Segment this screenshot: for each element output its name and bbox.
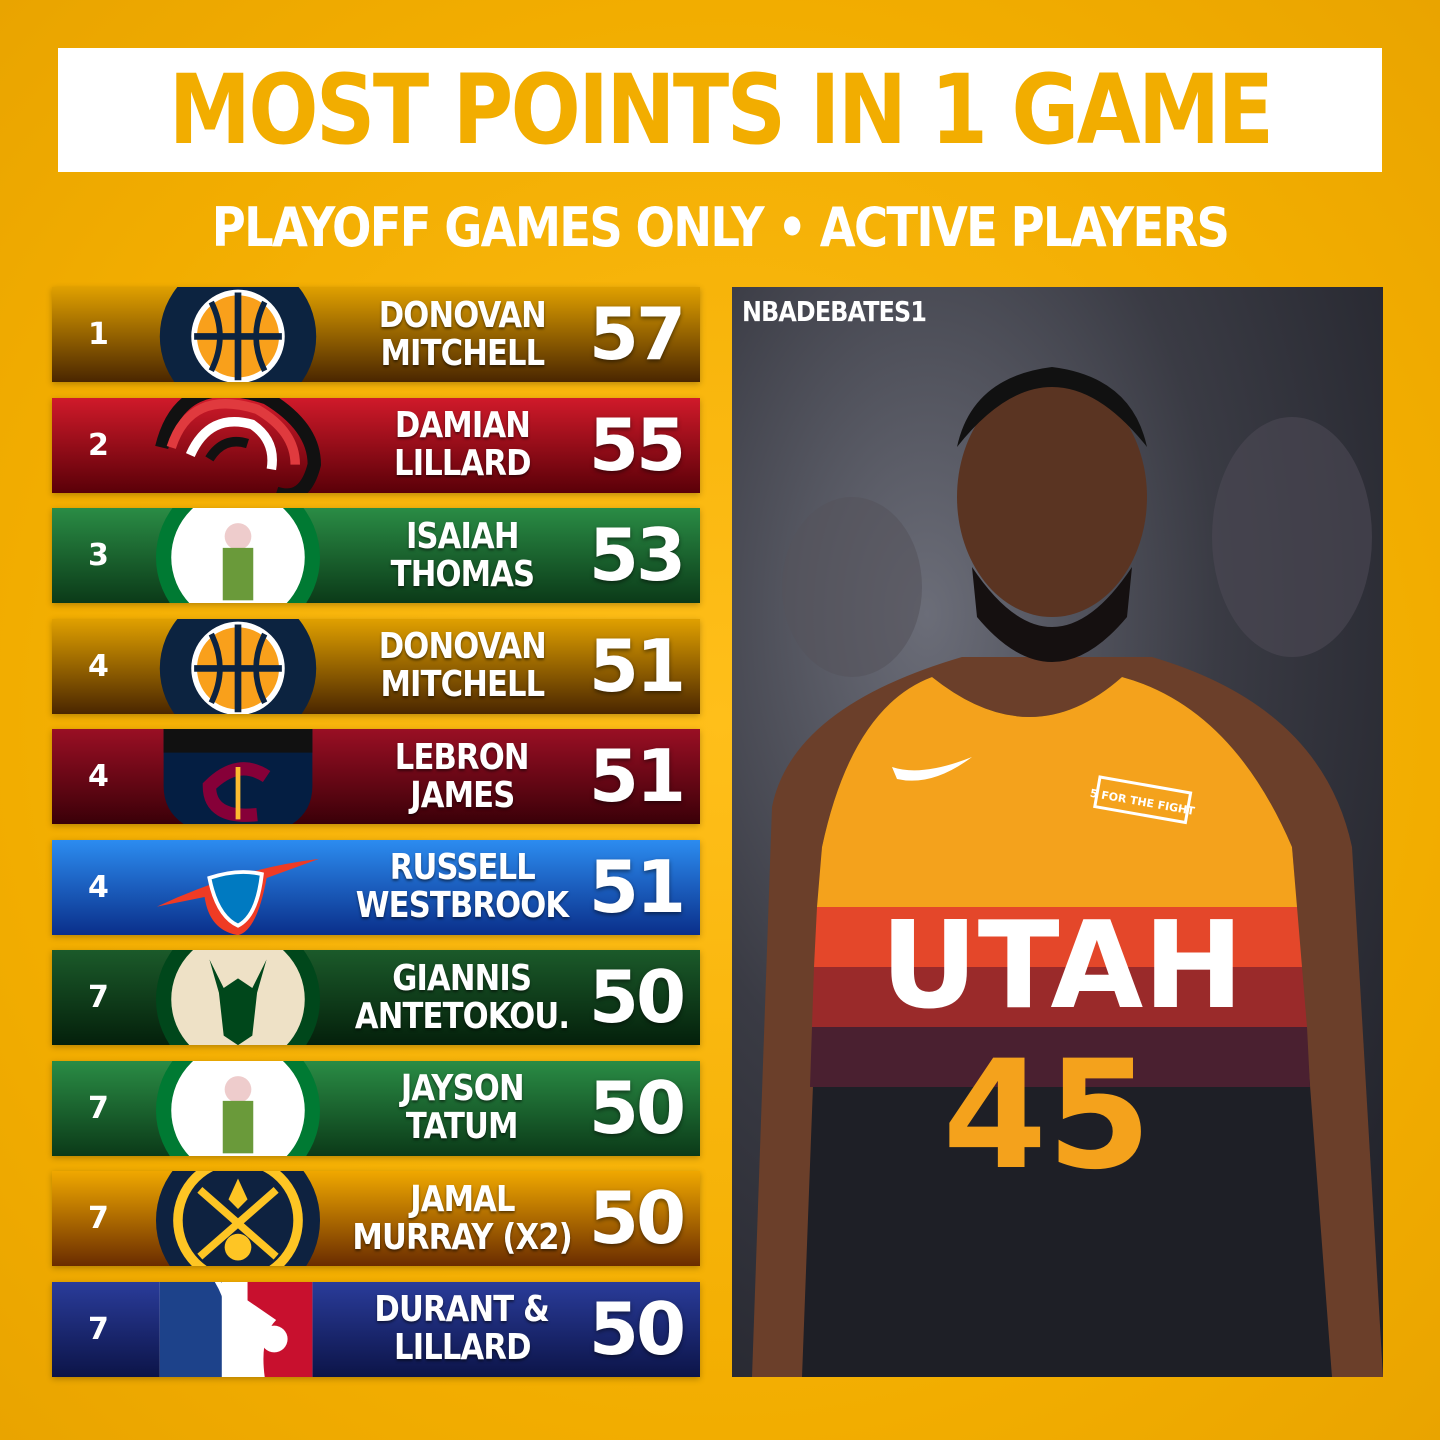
player-name: GIANNIS ANTETOKOU. xyxy=(342,950,582,1045)
celtics-logo-icon xyxy=(156,1060,320,1156)
thunder-logo-icon xyxy=(156,858,320,935)
rank-number: 2 xyxy=(88,427,109,463)
player-name-line2: TATUM xyxy=(406,1106,519,1147)
player-name-line2: WESTBROOK xyxy=(355,885,569,926)
player-name-line1: JAMAL xyxy=(409,1178,515,1220)
player-name-line1: DONOVAN xyxy=(378,294,546,336)
points-value: 55 xyxy=(588,402,686,487)
player-name-line2: ANTETOKOU. xyxy=(354,995,570,1037)
rank-number: 7 xyxy=(88,980,109,1015)
points-value: 50 xyxy=(588,1176,686,1260)
player-name: JAYSON TATUM xyxy=(342,1061,582,1156)
player-photo: 5 FOR THE FIGHT UTAH 45 NBADEBATES1 xyxy=(732,287,1383,1377)
points-value: 51 xyxy=(588,623,686,708)
rank-number: 7 xyxy=(88,1090,109,1126)
blazers-logo-icon xyxy=(155,397,321,493)
rank-number: 4 xyxy=(88,759,109,794)
ranking-row: 7 JAMAL MURRAY (X2) 50 xyxy=(52,1171,700,1266)
page-subtitle: PLAYOFF GAMES ONLY • ACTIVE PLAYERS xyxy=(211,196,1230,259)
points-value: 53 xyxy=(588,513,686,597)
player-name-line2: JAMES xyxy=(409,774,515,816)
player-name-line1: DURANT & xyxy=(374,1289,550,1330)
player-name: RUSSELL WESTBROOK xyxy=(342,840,582,935)
nba-logo-icon xyxy=(159,1281,313,1377)
page-title: MOST POINTS IN 1 GAME xyxy=(168,54,1274,166)
player-name-line1: ISAIAH xyxy=(405,515,520,557)
swoosh-icon xyxy=(892,757,972,781)
player-name-line2: LILLARD xyxy=(393,1327,531,1368)
player-name-line2: LILLARD xyxy=(393,443,531,484)
rank-number: 1 xyxy=(88,317,109,352)
player-name-line2: MITCHELL xyxy=(380,332,545,374)
player-name: DAMIAN LILLARD xyxy=(342,398,582,493)
points-value: 51 xyxy=(588,844,686,929)
jazz-logo-icon xyxy=(159,287,317,382)
celtics-logo-icon xyxy=(156,508,320,603)
jersey-text: UTAH xyxy=(880,897,1243,1036)
player-name: JAMAL MURRAY (X2) xyxy=(342,1171,582,1266)
rank-number: 3 xyxy=(88,538,109,573)
ranking-row: 4 LEBRON JAMES 51 xyxy=(52,729,700,824)
ranking-row: 7 JAYSON TATUM 50 xyxy=(52,1060,700,1156)
player-name: DONOVAN MITCHELL xyxy=(342,287,582,382)
cavaliers-logo-icon xyxy=(163,729,313,824)
player-name: LEBRON JAMES xyxy=(342,729,582,824)
player-name-line2: MURRAY (X2) xyxy=(352,1216,572,1258)
player-name-line1: JAYSON xyxy=(400,1068,525,1109)
ranking-row: 1 DONOVAN MITCHELL 57 xyxy=(52,287,700,382)
ranking-row: 2 DAMIAN LILLARD 55 xyxy=(52,397,700,493)
ranking-row: 7 DURANT & LILLARD 50 xyxy=(52,1281,700,1377)
jazz-logo-icon xyxy=(159,618,317,714)
player-name: ISAIAH THOMAS xyxy=(342,508,582,603)
player-name-line2: MITCHELL xyxy=(380,664,545,705)
player-name-line1: RUSSELL xyxy=(389,847,535,888)
player-name: DURANT & LILLARD xyxy=(342,1282,582,1377)
ranking-row: 3 ISAIAH THOMAS 53 xyxy=(52,508,700,603)
title-banner: MOST POINTS IN 1 GAME xyxy=(58,48,1382,172)
jersey-number: 45 xyxy=(943,1029,1152,1203)
ranking-row: 7 GIANNIS ANTETOKOU. 50 xyxy=(52,950,700,1045)
rank-number: 7 xyxy=(88,1311,109,1347)
points-value: 50 xyxy=(588,1065,686,1150)
points-value: 50 xyxy=(588,955,686,1039)
points-value: 50 xyxy=(588,1286,686,1371)
rank-number: 7 xyxy=(88,1201,109,1236)
player-name-line1: LEBRON xyxy=(395,736,530,778)
player-name-line2: THOMAS xyxy=(390,553,534,595)
player-name: DONOVAN MITCHELL xyxy=(342,619,582,714)
points-value: 57 xyxy=(588,292,686,376)
player-name-line1: DAMIAN xyxy=(394,405,530,446)
rank-number: 4 xyxy=(88,648,109,684)
player-name-line1: GIANNIS xyxy=(392,957,533,999)
nuggets-logo-icon xyxy=(156,1171,320,1266)
points-value: 51 xyxy=(588,734,686,818)
bucks-logo-icon xyxy=(156,950,320,1045)
player-name-line1: DONOVAN xyxy=(378,626,546,667)
watermark: NBADEBATES1 xyxy=(742,295,927,328)
player-illustration: 5 FOR THE FIGHT UTAH 45 xyxy=(752,367,1383,1377)
ranking-row: 4 RUSSELL WESTBROOK 51 xyxy=(52,839,700,935)
ranking-row: 4 DONOVAN MITCHELL 51 xyxy=(52,618,700,714)
rank-number: 4 xyxy=(88,869,109,905)
